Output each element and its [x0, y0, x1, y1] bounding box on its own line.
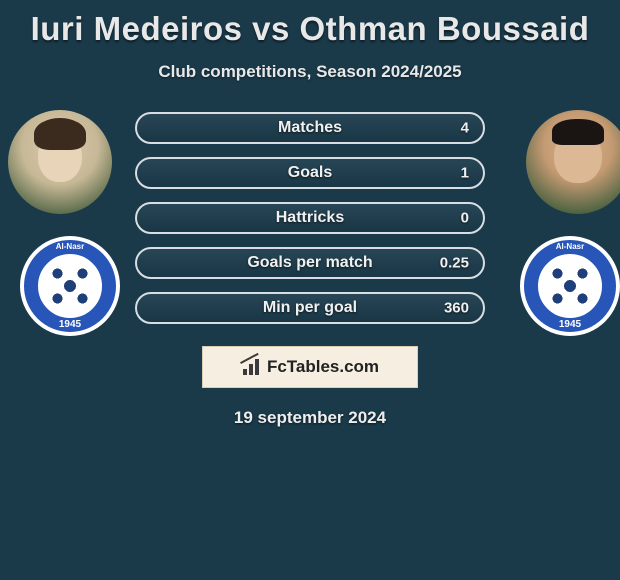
page-title: Iuri Medeiros vs Othman Boussaid — [0, 0, 620, 48]
player-right-avatar — [526, 110, 620, 214]
soccer-ball-icon — [544, 260, 596, 312]
club-right-year: 1945 — [520, 319, 620, 330]
club-left-badge: Al-Nasr 1945 — [20, 236, 120, 336]
stat-row: Matches 4 — [135, 112, 485, 144]
stat-row: Goals per match 0.25 — [135, 247, 485, 279]
stat-row: Min per goal 360 — [135, 292, 485, 324]
stat-label: Matches — [278, 119, 342, 137]
club-left-name: Al-Nasr — [20, 242, 120, 251]
soccer-ball-icon — [44, 260, 96, 312]
subtitle: Club competitions, Season 2024/2025 — [0, 62, 620, 82]
avatar-placeholder-icon — [526, 110, 620, 214]
stat-label: Hattricks — [276, 209, 344, 227]
stat-label: Goals per match — [247, 254, 372, 272]
stats-bars: Matches 4 Goals 1 Hattricks 0 Goals per … — [135, 110, 485, 324]
stat-right-value: 4 — [461, 120, 469, 137]
stat-label: Min per goal — [263, 299, 357, 317]
brand-text: FcTables.com — [267, 357, 379, 377]
stat-right-value: 0.25 — [440, 255, 469, 272]
stat-row: Hattricks 0 — [135, 202, 485, 234]
club-right-badge: Al-Nasr 1945 — [520, 236, 620, 336]
club-right-name: Al-Nasr — [520, 242, 620, 251]
date-text: 19 september 2024 — [0, 408, 620, 428]
player-left-avatar — [8, 110, 112, 214]
stat-right-value: 0 — [461, 210, 469, 227]
stat-row: Goals 1 — [135, 157, 485, 189]
bar-chart-icon — [241, 359, 261, 375]
stat-right-value: 1 — [461, 165, 469, 182]
branding-box: FcTables.com — [202, 346, 418, 388]
comparison-section: Al-Nasr 1945 Al-Nasr 1945 Matches 4 Goal… — [0, 110, 620, 428]
stat-label: Goals — [288, 164, 332, 182]
stat-right-value: 360 — [444, 300, 469, 317]
club-left-year: 1945 — [20, 319, 120, 330]
avatar-placeholder-icon — [8, 110, 112, 214]
